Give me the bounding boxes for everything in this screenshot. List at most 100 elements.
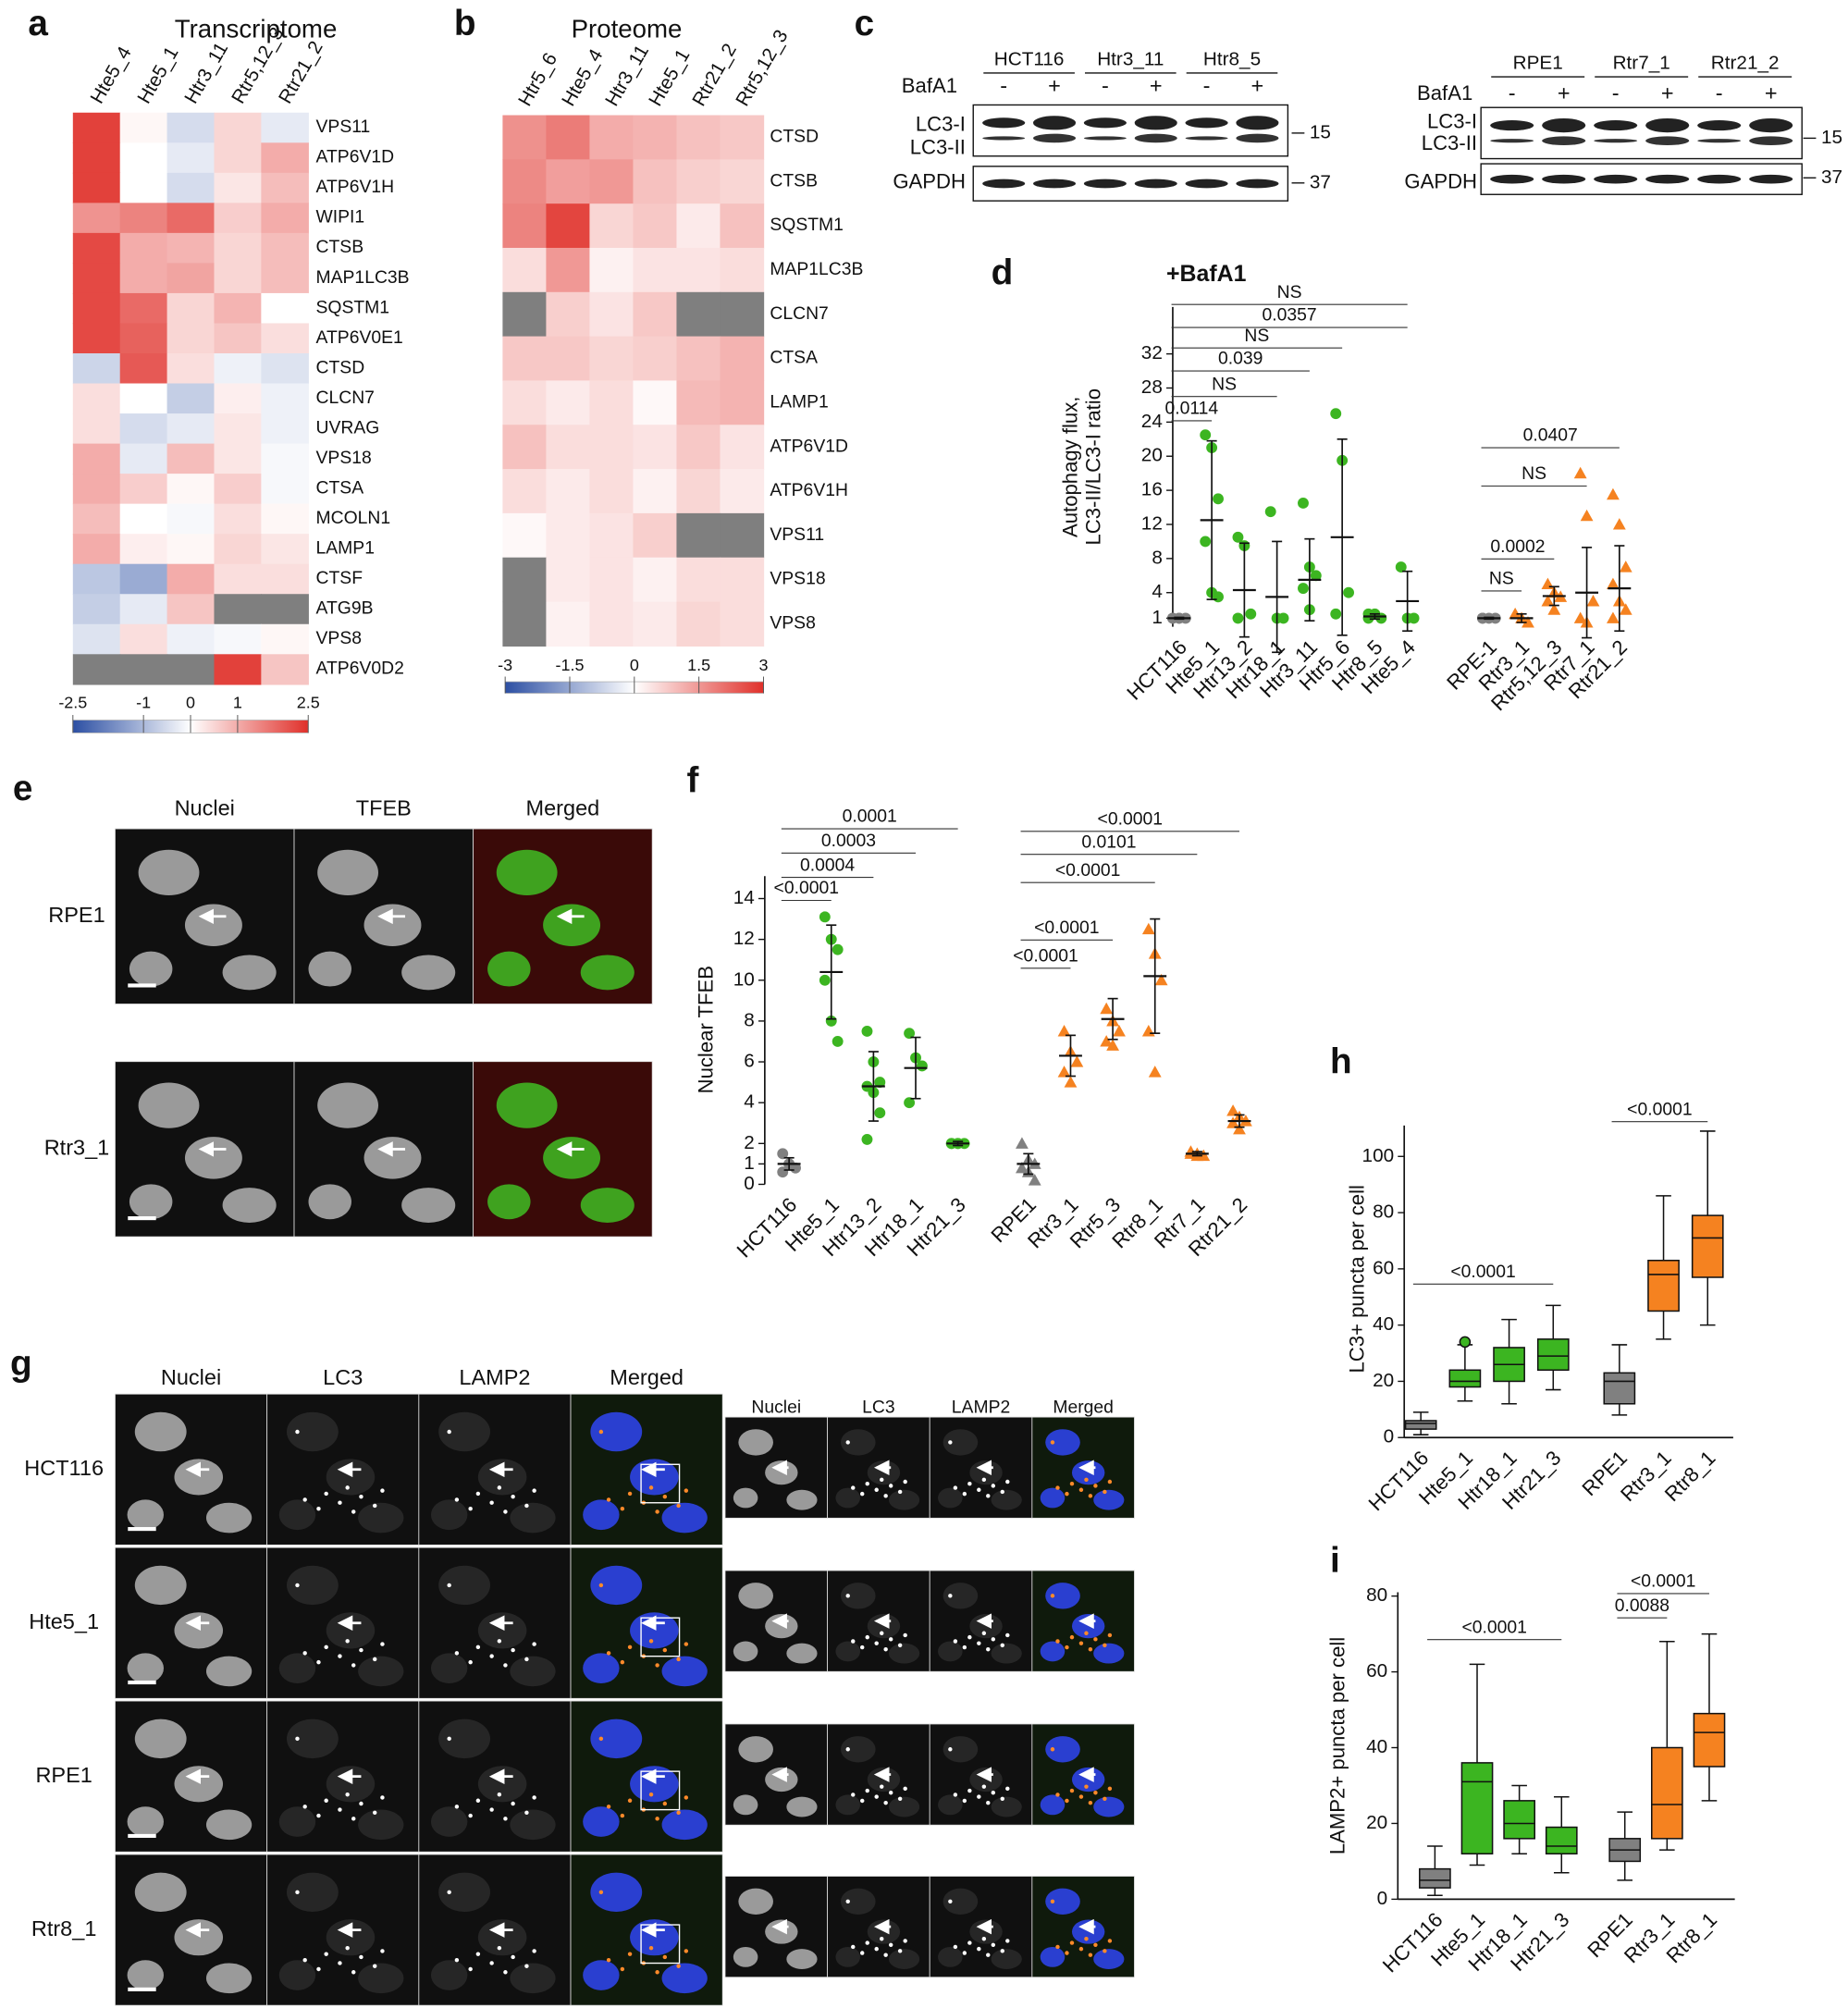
punctum	[511, 1954, 515, 1960]
punctum	[598, 1890, 604, 1894]
punctum	[338, 1500, 342, 1505]
punctum	[351, 1663, 356, 1668]
panel-letter: i	[1330, 1541, 1340, 1581]
heatmap-cell	[720, 159, 765, 204]
y-tick-label: 40	[1373, 1313, 1394, 1335]
column-header: Nuclei	[161, 1365, 221, 1389]
nucleus	[430, 1653, 468, 1683]
heatmap-cell	[589, 557, 634, 603]
nucleus	[1040, 1794, 1066, 1816]
punctum	[302, 1651, 307, 1656]
punctum	[883, 1953, 888, 1957]
nucleus	[326, 1766, 376, 1803]
punctum	[1078, 1487, 1084, 1492]
punctum	[865, 1634, 869, 1640]
heatmap-cell	[72, 142, 121, 174]
panel-letter: d	[992, 253, 1014, 293]
nucleus	[765, 1919, 798, 1944]
y-tick-label: 28	[1141, 376, 1163, 398]
data-point	[1028, 1174, 1041, 1186]
punctum	[1103, 1489, 1107, 1495]
punctum	[1078, 1794, 1084, 1799]
punctum	[295, 1736, 300, 1742]
inset-header: LAMP2	[952, 1398, 1010, 1418]
band	[1697, 174, 1742, 184]
band	[1032, 133, 1077, 143]
column-label: Rtr5,12_3	[732, 26, 792, 109]
punctum	[497, 1485, 502, 1490]
sample-label: HCT116	[994, 49, 1065, 70]
nucleus	[991, 1643, 1022, 1664]
data-point	[1522, 616, 1534, 628]
nucleus	[205, 1809, 253, 1841]
marker-label: 15	[1821, 127, 1842, 148]
nucleus	[430, 1806, 468, 1837]
box	[1448, 1369, 1482, 1388]
punctum	[1088, 1494, 1093, 1498]
punctum	[948, 1440, 953, 1445]
nucleus	[286, 1565, 339, 1606]
heatmap-cell	[261, 292, 309, 325]
heatmap-cell	[676, 469, 721, 514]
data-point	[1113, 1025, 1126, 1037]
panel-letter: h	[1330, 1042, 1352, 1082]
band	[1134, 133, 1177, 143]
heatmap-cell	[119, 172, 168, 204]
inset-box	[640, 1617, 681, 1657]
data-point	[904, 1028, 916, 1040]
box	[1536, 1338, 1570, 1372]
band	[1749, 136, 1793, 146]
box	[1503, 1800, 1535, 1840]
column-header: LC3	[323, 1365, 363, 1389]
p-value-label: 0.0001	[843, 807, 897, 827]
data-point	[1141, 922, 1155, 935]
missing-cell	[72, 654, 121, 685]
punctum	[447, 1890, 451, 1894]
heatmap-cell	[261, 443, 309, 474]
missing-cell	[502, 291, 548, 338]
band	[1749, 174, 1793, 184]
heatmap-cell	[546, 336, 591, 382]
nucleus	[1045, 1736, 1080, 1763]
nucleus	[738, 1429, 773, 1456]
treatment-sign: -	[1509, 81, 1516, 105]
treatment-label: BafA1	[902, 74, 957, 97]
punctum	[489, 1807, 494, 1812]
heatmap-cell	[119, 323, 168, 354]
heatmap-cell	[214, 534, 263, 565]
nucleus	[765, 1614, 798, 1639]
nucleus	[969, 1460, 1003, 1485]
colorbar-tick-label: 3	[758, 656, 768, 674]
p-value-label: <0.0001	[1098, 809, 1163, 830]
inset-header: Merged	[1053, 1398, 1114, 1418]
treatment-sign: +	[1661, 81, 1674, 105]
heatmap-cell	[633, 247, 678, 293]
nucleus	[765, 1767, 798, 1792]
data-point	[1330, 608, 1342, 620]
nucleus	[129, 1184, 173, 1220]
y-tick-label: 6	[744, 1051, 755, 1072]
p-value-label: <0.0001	[1627, 1099, 1692, 1119]
punctum	[648, 1485, 654, 1490]
box	[1603, 1372, 1636, 1405]
treatment-sign: +	[1150, 73, 1163, 97]
heatmap-cell	[119, 352, 168, 385]
punctum	[981, 1937, 987, 1941]
row-label: ATP6V1H	[316, 177, 395, 197]
nucleus	[358, 1502, 404, 1534]
row-label: MAP1LC3B	[316, 267, 410, 288]
heatmap-cell	[546, 425, 591, 470]
y-tick-label: 4	[1152, 581, 1163, 602]
data-point	[1277, 612, 1289, 624]
nucleus	[969, 1767, 1003, 1792]
heatmap-cell	[633, 159, 678, 204]
punctum	[302, 1497, 307, 1502]
punctum	[903, 1786, 907, 1792]
y-tick-label: 0	[1377, 1888, 1388, 1909]
column-label: Hte5_4	[86, 43, 135, 107]
punctum	[986, 1494, 991, 1498]
punctum	[986, 1647, 991, 1652]
punctum	[977, 1794, 981, 1799]
band	[1236, 133, 1279, 143]
p-value-label: <0.0001	[1631, 1571, 1695, 1592]
